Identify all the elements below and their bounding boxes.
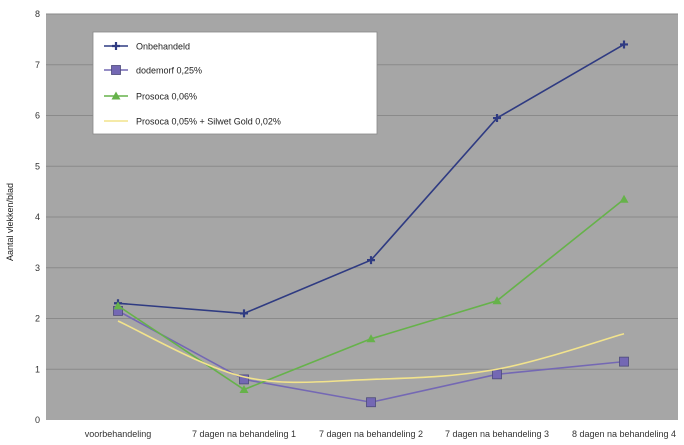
data-point-marker: [367, 256, 375, 265]
legend-marker: [112, 42, 120, 50]
y-axis-label: Aantal vlekken/blad: [5, 183, 15, 261]
y-axis-ticks: 0 1 2 3 4 5 6 7 8: [35, 9, 40, 425]
legend-item: Prosoca 0,05% + Silwet Gold 0,02%: [104, 117, 281, 127]
series-group: [113, 40, 629, 408]
data-point-marker: [620, 40, 628, 49]
series-prosoca-0-05-silwet-gold-0-02: [117, 320, 625, 384]
data-point-marker: [619, 194, 629, 203]
x-tick-label: 7 dagen na behandeling 2: [319, 429, 423, 439]
data-point-marker: [492, 369, 502, 380]
series-line: [117, 320, 625, 384]
x-axis-ticks: voorbehandeling 7 dagen na behandeling 1 7…: [85, 429, 676, 439]
legend-box: [92, 31, 378, 135]
data-point-marker: [239, 385, 249, 394]
x-tick-label: 7 dagen na behandeling 3: [445, 429, 549, 439]
y-tick-label: 8: [35, 9, 40, 19]
data-point-marker: [366, 334, 376, 343]
y-tick-label: 3: [35, 263, 40, 273]
legend-item: Onbehandeld: [104, 42, 190, 52]
data-point-marker: [239, 374, 249, 385]
legend-label: dodemorf 0,25%: [136, 66, 202, 76]
data-point-marker: [113, 301, 123, 310]
y-tick-label: 4: [35, 212, 40, 222]
data-point-marker: [366, 397, 376, 408]
legend-label: Onbehandeld: [136, 42, 190, 52]
legend-marker: [111, 65, 121, 75]
y-tick-label: 2: [35, 314, 40, 324]
legend-label: Prosoca 0,06%: [136, 92, 197, 102]
legend: Onbehandeld dodemorf 0,25% Prosoca 0,06% Pr…: [92, 31, 378, 135]
x-tick-label: 8 dagen na behandeling 4: [572, 429, 676, 439]
x-tick-label: voorbehandeling: [85, 429, 152, 439]
data-point-marker: [619, 356, 629, 367]
y-tick-label: 7: [35, 60, 40, 70]
y-tick-label: 5: [35, 161, 40, 171]
y-tick-label: 0: [35, 415, 40, 425]
data-point-marker: [240, 309, 248, 318]
data-point-marker: [492, 296, 502, 305]
legend-item: dodemorf 0,25%: [104, 65, 202, 76]
legend-label: Prosoca 0,05% + Silwet Gold 0,02%: [136, 117, 281, 127]
y-tick-label: 1: [35, 364, 40, 374]
legend-item: Prosoca 0,06%: [104, 91, 197, 102]
series-dodemorf-0-25: [113, 305, 629, 408]
legend-marker: [111, 91, 121, 100]
data-point-marker: [493, 114, 501, 123]
y-tick-label: 6: [35, 111, 40, 121]
x-tick-label: 7 dagen na behandeling 1: [192, 429, 296, 439]
